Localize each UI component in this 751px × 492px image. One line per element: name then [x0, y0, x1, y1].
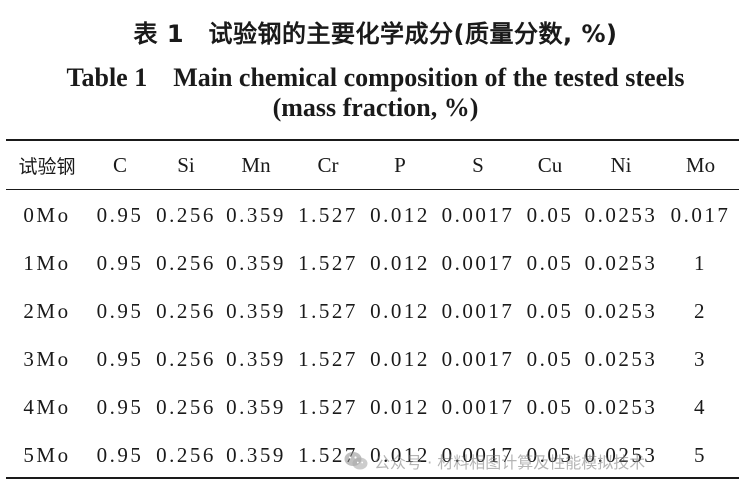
cell-ni: 0.0253	[584, 298, 658, 323]
header-mo: Mo	[685, 152, 716, 177]
header-cr: Cr	[317, 152, 339, 177]
cell-p: 0.012	[370, 250, 430, 275]
header-si: Si	[177, 152, 195, 177]
table-row: 0Mo 0.95 0.256 0.359 1.527 0.012 0.0017 …	[6, 189, 739, 239]
table-row: 2Mo 0.95 0.256 0.359 1.527 0.012 0.0017 …	[6, 287, 739, 335]
cell-s: 0.0017	[441, 250, 515, 275]
composition-table: 试验钢 C Si Mn Cr P S Cu Ni Mo 0Mo 0.95 0.2…	[6, 141, 739, 479]
cell-si: 0.256	[156, 250, 216, 275]
cell-steel: 5Mo	[23, 442, 71, 467]
cell-s: 0.0017	[441, 298, 515, 323]
header-ni: Ni	[610, 152, 632, 177]
cell-si: 0.256	[156, 298, 216, 323]
cell-steel: 1Mo	[23, 250, 71, 275]
cell-s: 0.0017	[441, 442, 515, 467]
header-p: P	[394, 152, 406, 177]
cell-mn: 0.359	[226, 250, 286, 275]
cell-si: 0.256	[156, 202, 216, 227]
cell-mn: 0.359	[226, 394, 286, 419]
cell-p: 0.012	[370, 394, 430, 419]
cell-ni: 0.0253	[584, 250, 658, 275]
header-cu: Cu	[537, 152, 563, 177]
cell-ni: 0.0253	[584, 202, 658, 227]
cell-s: 0.0017	[441, 202, 515, 227]
cell-mo: 5	[694, 442, 707, 467]
header-steel: 试验钢	[18, 155, 76, 178]
cell-cr: 1.527	[298, 250, 358, 275]
cell-c: 0.95	[96, 298, 144, 323]
watermark-text: 公众号 · 材料相图计算及性能模拟技术	[374, 453, 646, 472]
cell-mo: 1	[694, 250, 707, 275]
cell-cr: 1.527	[298, 202, 358, 227]
cell-mo: 2	[694, 298, 707, 323]
cell-c: 0.95	[96, 442, 144, 467]
cell-cu: 0.05	[526, 442, 574, 467]
cell-steel: 2Mo	[23, 298, 71, 323]
cell-si: 0.256	[156, 394, 216, 419]
watermark: 公众号 · 材料相图计算及性能模拟技术	[344, 448, 645, 474]
cell-p: 0.012	[370, 346, 430, 371]
cell-steel: 4Mo	[23, 394, 71, 419]
cell-ni: 0.0253	[584, 346, 658, 371]
table-top-rule	[6, 139, 739, 141]
table-header-rule	[6, 189, 739, 190]
table-row: 5Mo 0.95 0.256 0.359 1.527 0.012 0.0017 …	[6, 431, 739, 479]
cell-cu: 0.05	[526, 394, 574, 419]
cell-cu: 0.05	[526, 202, 574, 227]
cell-cr: 1.527	[298, 346, 358, 371]
cell-mn: 0.359	[226, 442, 286, 467]
table-header-row: 试验钢 C Si Mn Cr P S Cu Ni Mo	[6, 141, 739, 189]
cell-ni: 0.0253	[584, 394, 658, 419]
table-caption-en: Table 1 Main chemical composition of the…	[66, 63, 685, 92]
table-bottom-rule	[6, 477, 739, 479]
header-s: S	[472, 152, 484, 177]
cell-c: 0.95	[96, 394, 144, 419]
table-row: 3Mo 0.95 0.256 0.359 1.527 0.012 0.0017 …	[6, 335, 739, 383]
cell-cu: 0.05	[526, 298, 574, 323]
cell-p: 0.012	[370, 298, 430, 323]
cell-c: 0.95	[96, 250, 144, 275]
cell-cu: 0.05	[526, 346, 574, 371]
cell-steel: 0Mo	[23, 202, 71, 227]
cell-steel: 3Mo	[23, 346, 71, 371]
table-row: 4Mo 0.95 0.256 0.359 1.527 0.012 0.0017 …	[6, 383, 739, 431]
cell-p: 0.012	[370, 442, 430, 467]
cell-ni: 0.0253	[584, 442, 658, 467]
cell-mo: 3	[694, 346, 707, 371]
cell-c: 0.95	[96, 346, 144, 371]
table-row: 1Mo 0.95 0.256 0.359 1.527 0.012 0.0017 …	[6, 239, 739, 287]
cell-mo: 0.017	[670, 202, 731, 227]
cell-p: 0.012	[370, 202, 430, 227]
header-mn: Mn	[241, 152, 271, 177]
table-caption-en-subtitle: (mass fraction, %)	[272, 93, 479, 122]
cell-mn: 0.359	[226, 346, 286, 371]
cell-mn: 0.359	[226, 202, 286, 227]
cell-cr: 1.527	[298, 298, 358, 323]
cell-si: 0.256	[156, 346, 216, 371]
table-caption-cn: 表 1 试验钢的主要化学成分(质量分数, %)	[133, 20, 618, 48]
cell-mo: 4	[694, 394, 707, 419]
cell-si: 0.256	[156, 442, 216, 467]
cell-mn: 0.359	[226, 298, 286, 323]
cell-c: 0.95	[96, 202, 144, 227]
cell-cu: 0.05	[526, 250, 574, 275]
cell-s: 0.0017	[441, 346, 515, 371]
cell-s: 0.0017	[441, 394, 515, 419]
wechat-icon	[344, 452, 368, 470]
cell-cr: 1.527	[298, 394, 358, 419]
header-c: C	[112, 152, 127, 177]
